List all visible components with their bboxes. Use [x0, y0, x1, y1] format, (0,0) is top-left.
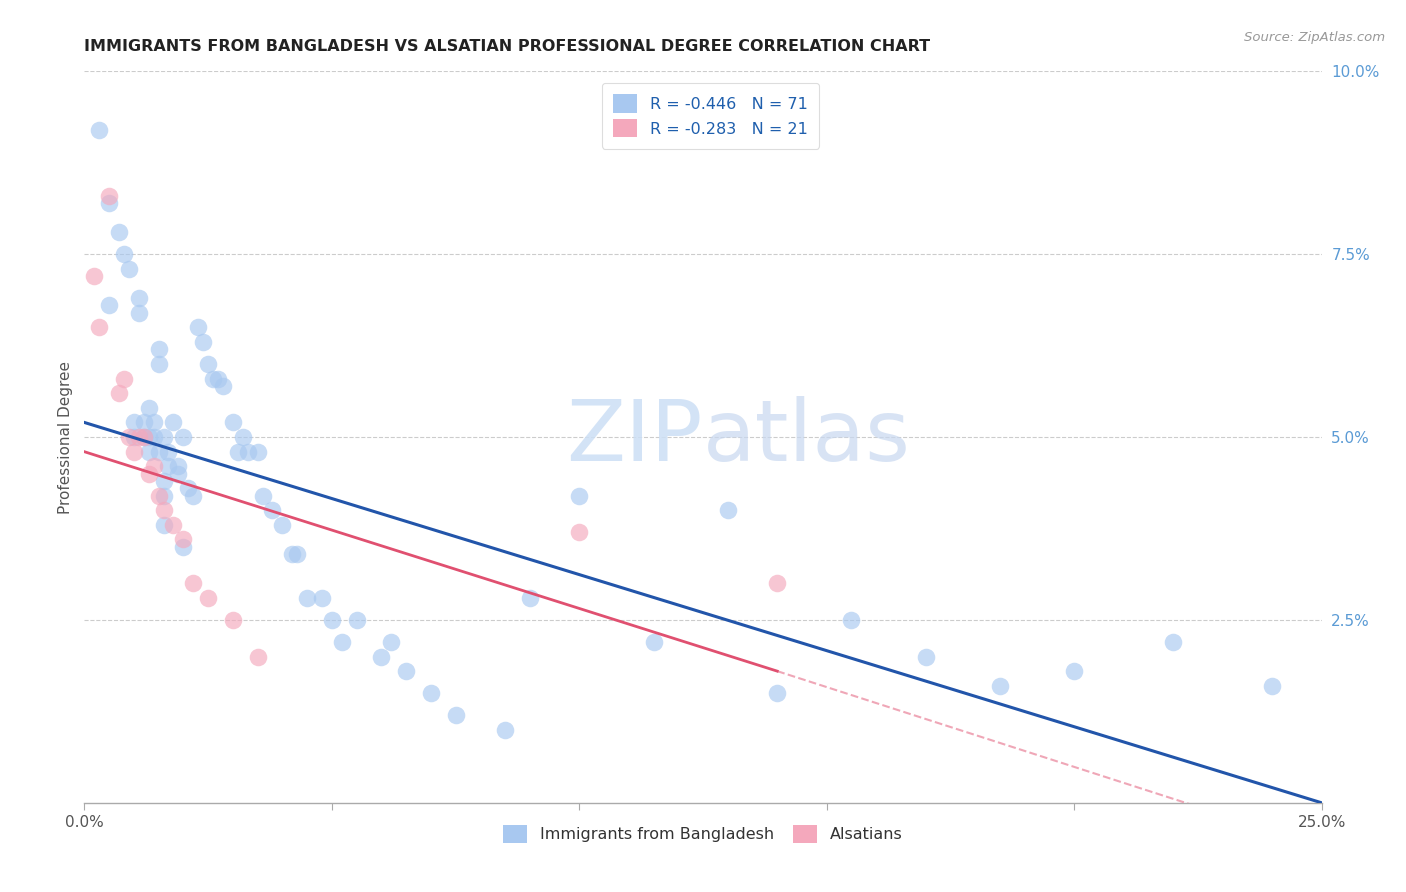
Point	[162, 517, 184, 532]
Point	[148, 343, 170, 357]
Point	[177, 481, 200, 495]
Point	[98, 188, 121, 202]
Point	[191, 334, 214, 349]
Text: ZIP: ZIP	[567, 395, 703, 479]
Point	[122, 416, 145, 430]
Point	[132, 416, 155, 430]
Point	[717, 503, 740, 517]
Point	[207, 371, 229, 385]
Point	[98, 298, 121, 312]
Point	[1161, 635, 1184, 649]
Point	[444, 708, 467, 723]
Point	[766, 576, 789, 591]
Point	[152, 474, 174, 488]
Point	[138, 430, 160, 444]
Point	[83, 269, 105, 284]
Point	[138, 467, 160, 481]
Point	[142, 416, 165, 430]
Point	[232, 430, 254, 444]
Point	[132, 430, 155, 444]
Point	[89, 320, 111, 334]
Point	[128, 306, 150, 320]
Point	[568, 489, 591, 503]
Point	[181, 576, 204, 591]
Text: atlas: atlas	[703, 395, 911, 479]
Point	[181, 489, 204, 503]
Point	[370, 649, 392, 664]
Point	[162, 416, 184, 430]
Point	[914, 649, 936, 664]
Point	[380, 635, 402, 649]
Point	[172, 540, 194, 554]
Point	[568, 525, 591, 540]
Point	[167, 467, 190, 481]
Point	[172, 533, 194, 547]
Point	[172, 430, 194, 444]
Point	[311, 591, 333, 605]
Point	[246, 444, 269, 458]
Point	[330, 635, 353, 649]
Point	[197, 357, 219, 371]
Point	[108, 225, 131, 239]
Point	[766, 686, 789, 700]
Point	[142, 459, 165, 474]
Point	[395, 664, 418, 678]
Point	[167, 459, 190, 474]
Point	[122, 430, 145, 444]
Point	[841, 613, 863, 627]
Point	[108, 386, 131, 401]
Point	[128, 291, 150, 305]
Point	[152, 503, 174, 517]
Point	[246, 649, 269, 664]
Point	[643, 635, 665, 649]
Legend: Immigrants from Bangladesh, Alsatians: Immigrants from Bangladesh, Alsatians	[496, 819, 910, 850]
Point	[148, 357, 170, 371]
Point	[118, 261, 141, 276]
Point	[262, 503, 284, 517]
Point	[285, 547, 308, 561]
Y-axis label: Professional Degree: Professional Degree	[58, 360, 73, 514]
Point	[1063, 664, 1085, 678]
Point	[1261, 679, 1284, 693]
Point	[132, 430, 155, 444]
Point	[252, 489, 274, 503]
Point	[988, 679, 1011, 693]
Point	[281, 547, 304, 561]
Point	[222, 613, 245, 627]
Point	[112, 371, 135, 385]
Point	[222, 416, 245, 430]
Point	[519, 591, 541, 605]
Point	[346, 613, 368, 627]
Point	[295, 591, 318, 605]
Point	[197, 591, 219, 605]
Text: Source: ZipAtlas.com: Source: ZipAtlas.com	[1244, 31, 1385, 45]
Point	[89, 123, 111, 137]
Point	[157, 444, 180, 458]
Point	[138, 444, 160, 458]
Point	[148, 444, 170, 458]
Point	[157, 459, 180, 474]
Point	[112, 247, 135, 261]
Point	[142, 430, 165, 444]
Point	[118, 430, 141, 444]
Point	[122, 444, 145, 458]
Point	[494, 723, 516, 737]
Point	[202, 371, 225, 385]
Point	[138, 401, 160, 415]
Point	[98, 196, 121, 211]
Point	[152, 430, 174, 444]
Point	[226, 444, 249, 458]
Point	[419, 686, 441, 700]
Point	[128, 430, 150, 444]
Point	[152, 489, 174, 503]
Point	[321, 613, 343, 627]
Point	[271, 517, 294, 532]
Text: IMMIGRANTS FROM BANGLADESH VS ALSATIAN PROFESSIONAL DEGREE CORRELATION CHART: IMMIGRANTS FROM BANGLADESH VS ALSATIAN P…	[84, 38, 931, 54]
Point	[148, 489, 170, 503]
Point	[187, 320, 209, 334]
Point	[236, 444, 259, 458]
Point	[212, 379, 235, 393]
Point	[152, 517, 174, 532]
